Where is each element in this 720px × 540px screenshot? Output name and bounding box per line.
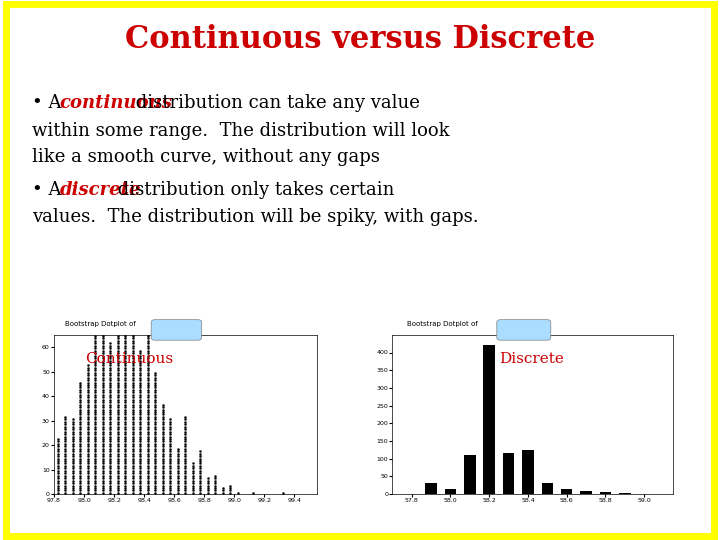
Text: continuous: continuous [60, 94, 173, 112]
Bar [445, 489, 456, 494]
Bar [561, 489, 572, 494]
Text: Bootstrap Dotplot of: Bootstrap Dotplot of [65, 321, 135, 327]
Text: values.  The distribution will be spiky, with gaps.: values. The distribution will be spiky, … [32, 208, 479, 226]
Bar [522, 450, 534, 494]
Bar [541, 483, 553, 494]
Text: • A: • A [32, 181, 68, 199]
Text: Continuous: Continuous [86, 353, 174, 367]
Text: distribution only takes certain: distribution only takes certain [112, 181, 394, 199]
Text: within some range.  The distribution will look: within some range. The distribution will… [32, 122, 450, 139]
Text: Continuous versus Discrete: Continuous versus Discrete [125, 24, 595, 55]
Bar [600, 492, 611, 494]
Bar [580, 491, 592, 494]
Text: Lock⁵: Lock⁵ [656, 512, 694, 525]
Text: • A: • A [32, 94, 68, 112]
Text: Statis: Statis [24, 512, 66, 525]
Text: Bootstrap Dotplot of: Bootstrap Dotplot of [407, 321, 477, 327]
Bar [464, 455, 476, 494]
Text: discrete: discrete [60, 181, 141, 199]
FancyBboxPatch shape [151, 320, 202, 340]
Text: Median: Median [512, 329, 535, 334]
Bar [503, 454, 514, 494]
Text: like a smooth curve, without any gaps: like a smooth curve, without any gaps [32, 148, 380, 166]
Text: distribution can take any value: distribution can take any value [130, 94, 420, 112]
Text: Mean: Mean [168, 329, 185, 334]
Bar [426, 483, 437, 494]
Bar [483, 346, 495, 494]
Text: Discrete: Discrete [499, 353, 564, 367]
Bar [619, 493, 631, 494]
FancyBboxPatch shape [497, 320, 551, 340]
